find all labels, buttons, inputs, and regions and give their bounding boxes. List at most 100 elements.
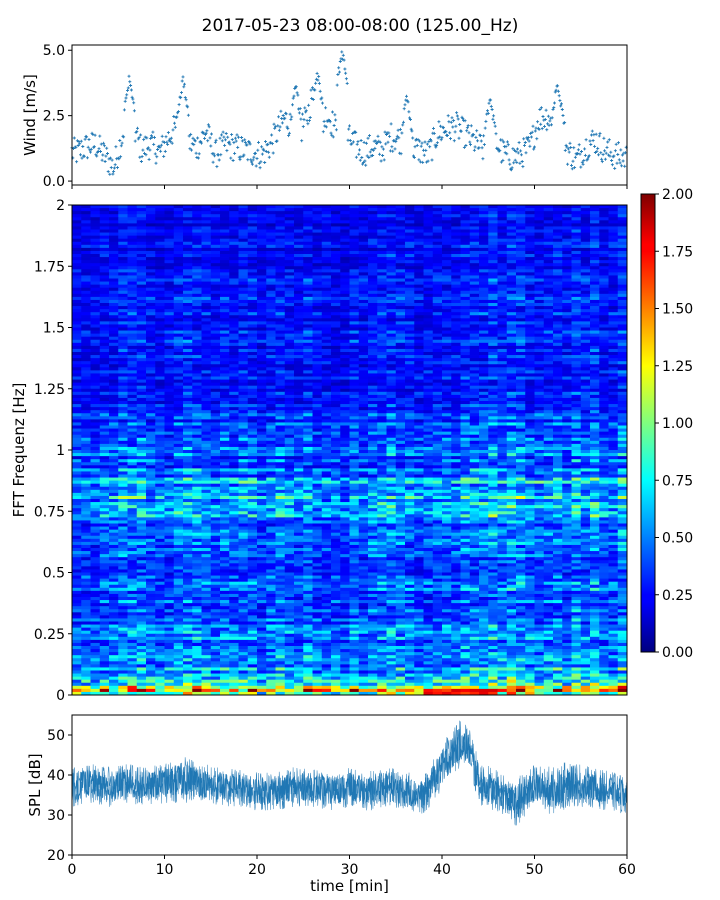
spectrogram-cell bbox=[543, 284, 554, 289]
spectrogram-cell bbox=[479, 401, 489, 405]
spectrogram-cell bbox=[109, 208, 119, 212]
spectrogram-cell bbox=[238, 391, 249, 396]
spectrogram-cell bbox=[229, 266, 239, 270]
spectrogram-cell bbox=[349, 352, 360, 356]
wind-data-point bbox=[563, 121, 567, 125]
wind-data-point bbox=[566, 162, 570, 166]
spectrogram-cell bbox=[608, 391, 619, 396]
spectrogram-cell bbox=[479, 211, 489, 215]
spectrogram-cell bbox=[358, 275, 369, 279]
spectrogram-cell bbox=[608, 404, 619, 408]
spectrogram-cell bbox=[164, 348, 175, 353]
spectrogram-cell bbox=[257, 312, 267, 316]
spectrogram-cell bbox=[294, 238, 304, 243]
spectrogram-cell bbox=[99, 232, 110, 237]
spectrogram-cell bbox=[599, 211, 609, 215]
spectrogram-cell bbox=[173, 342, 184, 347]
spectrogram-cell bbox=[136, 388, 147, 393]
spectrogram-cell bbox=[599, 269, 609, 273]
wind-data-point bbox=[322, 119, 326, 123]
spectrogram-cell bbox=[469, 339, 480, 344]
spectrogram-cell bbox=[460, 336, 471, 341]
spectrogram-cell bbox=[210, 379, 221, 384]
spectrogram-cell bbox=[562, 293, 572, 298]
spectrogram-cell bbox=[479, 214, 489, 218]
wind-data-point bbox=[250, 162, 254, 166]
spectrogram-cell bbox=[173, 254, 184, 258]
spectrogram-cell bbox=[460, 327, 471, 331]
spectrogram-cell bbox=[155, 355, 165, 359]
spectrogram-cell bbox=[553, 223, 563, 227]
spectrogram-cell bbox=[247, 413, 258, 417]
spectrogram-cell bbox=[331, 278, 341, 282]
spectrogram-cell bbox=[183, 385, 193, 390]
spectrogram-cell bbox=[414, 336, 424, 341]
spectrogram-cell bbox=[127, 254, 138, 258]
spectrogram-cell bbox=[358, 385, 369, 390]
spectrogram-cell bbox=[405, 303, 415, 307]
spectrogram-cell bbox=[423, 229, 434, 233]
spectrogram-cell bbox=[488, 410, 498, 414]
wind-data-point bbox=[211, 160, 215, 164]
spectrogram-cell bbox=[414, 348, 424, 353]
spectrogram-cell bbox=[192, 348, 202, 353]
spectrogram-cell bbox=[590, 293, 600, 298]
spectrogram-cell bbox=[395, 401, 406, 405]
spectrogram-cell bbox=[432, 315, 443, 319]
spectrogram-cell bbox=[81, 223, 91, 227]
spectrogram-cell bbox=[423, 361, 434, 365]
wind-data-point bbox=[127, 74, 131, 78]
wind-scatter-points bbox=[70, 50, 628, 176]
spectrogram-cell bbox=[442, 211, 452, 215]
spectrogram-cell bbox=[479, 223, 489, 227]
spectrogram-cell bbox=[331, 342, 341, 347]
spectrogram-cell bbox=[368, 303, 378, 307]
spectrogram-cell bbox=[534, 382, 545, 387]
spectrogram-cell bbox=[553, 247, 563, 252]
spectrogram-cell bbox=[405, 214, 415, 218]
spectrogram-cell bbox=[580, 379, 591, 384]
spectrogram-cell bbox=[146, 238, 156, 243]
spectrogram-cell bbox=[155, 361, 165, 365]
spectrogram-cell bbox=[488, 247, 498, 252]
wind-data-point bbox=[267, 150, 271, 154]
spectrogram-cell bbox=[553, 208, 563, 212]
spectrogram-cell bbox=[460, 391, 471, 396]
spectrogram-cell bbox=[395, 416, 406, 420]
spectrogram-cell bbox=[423, 327, 434, 331]
spectrogram-cell bbox=[543, 312, 554, 316]
spectrogram-cell bbox=[340, 220, 350, 224]
spectrogram-cell bbox=[451, 391, 461, 396]
wind-data-point bbox=[112, 169, 116, 173]
spectrogram-cell bbox=[488, 241, 498, 246]
spectrogram-cell bbox=[534, 232, 545, 237]
spectrogram-cell bbox=[257, 394, 267, 399]
wind-data-point bbox=[506, 140, 509, 144]
spectrogram-cell bbox=[580, 254, 591, 258]
spectrogram-cell bbox=[432, 388, 443, 393]
spectrogram-cell bbox=[257, 257, 267, 261]
spectrogram-cell bbox=[358, 361, 369, 365]
spectrogram-cell bbox=[247, 397, 258, 402]
spectrogram-cell bbox=[442, 244, 452, 249]
wind-data-point bbox=[158, 145, 162, 149]
spectrogram-cell bbox=[72, 269, 82, 273]
spectrogram-cell bbox=[312, 293, 323, 298]
spectrogram-cell bbox=[99, 355, 110, 359]
spectrogram-cell bbox=[275, 244, 286, 249]
spectrogram-cell bbox=[571, 208, 582, 212]
spectrogram-cell bbox=[118, 238, 128, 243]
spectrogram-cell bbox=[81, 254, 91, 258]
spectrogram-cell bbox=[432, 293, 443, 298]
spectrogram-cell bbox=[155, 358, 165, 362]
spectrogram-cell bbox=[580, 312, 591, 316]
spectrogram-cell bbox=[543, 229, 554, 233]
wind-data-point bbox=[492, 114, 496, 118]
spectrogram-cell bbox=[238, 370, 249, 374]
spectrogram-cell bbox=[377, 370, 387, 374]
spectrogram-cell bbox=[405, 321, 415, 325]
spectrogram-cell bbox=[294, 217, 304, 221]
spectrogram-cell bbox=[386, 254, 397, 258]
spectrogram-cell bbox=[284, 293, 295, 298]
spectrogram-cell bbox=[479, 290, 489, 295]
